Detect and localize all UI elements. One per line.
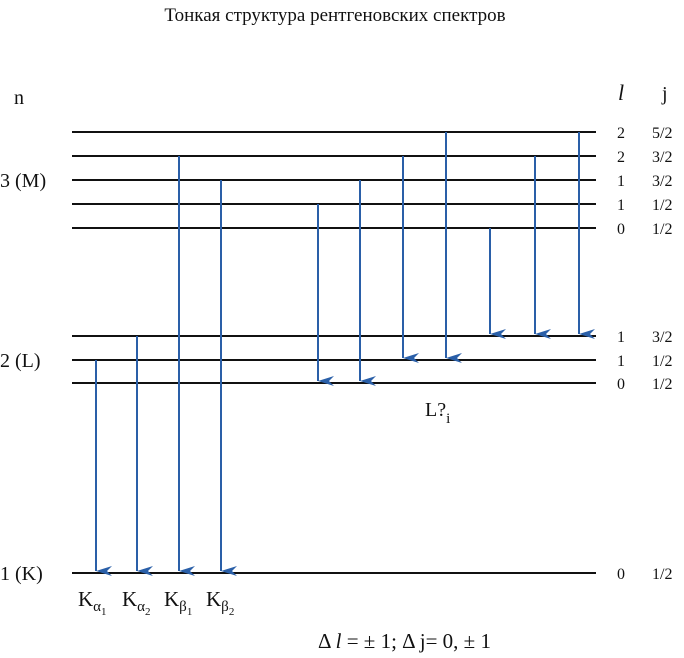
k-line-label: Kα1 [78,587,107,618]
j-value: 5/2 [652,125,672,142]
k-base: K [78,587,93,611]
k-line-label: Kα2 [122,587,151,618]
k-base: K [164,587,179,611]
l-value: 0 [617,376,625,393]
j-value: 1/2 [652,353,672,370]
k-base: K [122,587,137,611]
k-sub: β [221,599,229,615]
k-index: 2 [145,606,151,618]
j-value: 3/2 [652,149,672,166]
l-value: 1 [617,197,625,214]
l-value: 2 [617,149,625,166]
l-series-label: L?i [425,399,450,427]
l-value: 0 [617,221,625,238]
header-l: l [618,80,624,105]
level-label: 2 (L) [0,350,41,372]
k-base: K [206,587,221,611]
j-value: 3/2 [652,329,672,346]
level-label: 1 (K) [0,563,43,585]
k-sub: β [179,599,187,615]
selection-rule: Δ l = ± 1; Δ j= 0, ± 1 [318,629,491,653]
k-index: 1 [101,606,107,618]
j-value: 1/2 [652,376,672,393]
k-sub: α [137,599,145,615]
l-value: 1 [617,173,625,190]
l-value: 1 [617,329,625,346]
k-sub: α [93,599,101,615]
level-label: 3 (M) [0,170,46,192]
j-value: 1/2 [652,197,672,214]
l-value: 1 [617,353,625,370]
j-value: 3/2 [652,173,672,190]
l-value: 2 [617,125,625,142]
j-value: 1/2 [652,566,672,583]
j-value: 1/2 [652,221,672,238]
k-index: 2 [229,606,235,618]
l-value: 0 [617,566,625,583]
header-j: j [661,83,668,105]
k-index: 1 [187,606,193,618]
header-n: n [14,87,24,109]
title: Тонкая структура рентгеновских спектров [164,5,505,26]
k-line-label: Kβ2 [206,587,234,618]
k-line-label: Kβ1 [164,587,192,618]
